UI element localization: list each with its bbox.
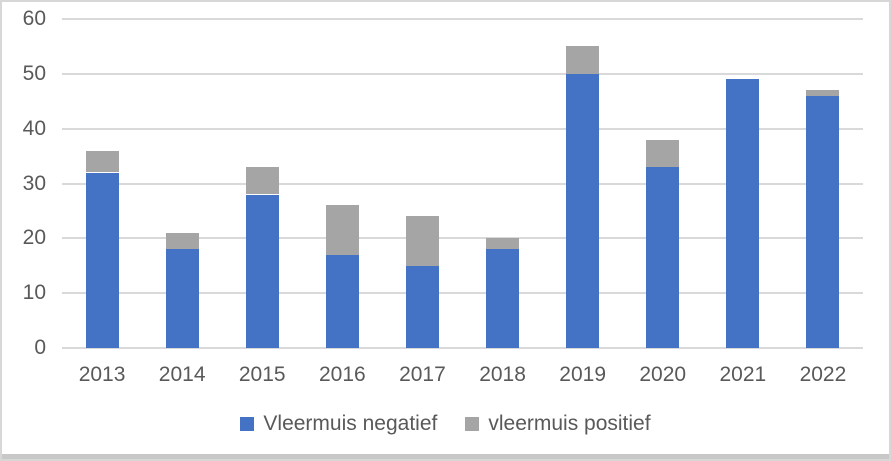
x-axis-label-2016: 2016 xyxy=(318,363,366,386)
y-axis-label-50: 50 xyxy=(22,62,46,85)
bar-2016-negatief xyxy=(325,254,359,348)
bar-2022-negatief xyxy=(806,95,840,348)
gridline-40 xyxy=(62,128,863,130)
x-axis-label-2013: 2013 xyxy=(78,363,126,386)
legend-label-negatief: Vleermuis negatief xyxy=(263,412,438,435)
x-axis-label-2014: 2014 xyxy=(158,363,206,386)
gridline-30 xyxy=(62,183,863,185)
y-axis-label-10: 10 xyxy=(22,281,46,304)
bar-2018-negatief xyxy=(486,249,519,348)
bar-2015-positief xyxy=(245,167,279,195)
legend-label-positief: vleermuis positief xyxy=(488,412,651,435)
y-axis-label-40: 40 xyxy=(22,117,46,140)
x-axis-label-2021: 2021 xyxy=(719,363,767,386)
bar-2014-negatief xyxy=(165,249,199,348)
gridline-0 xyxy=(62,347,863,349)
y-axis-label-20: 20 xyxy=(22,226,46,249)
bar-2013-positief xyxy=(85,150,119,173)
x-axis-label-2017: 2017 xyxy=(399,363,446,386)
y-axis-label-0: 0 xyxy=(34,336,46,359)
y-axis-label-30: 30 xyxy=(22,172,46,195)
x-axis-label-2020: 2020 xyxy=(639,363,687,386)
x-axis-label-2022: 2022 xyxy=(799,363,847,386)
legend-swatch-positief-icon xyxy=(465,417,480,431)
gridline-50 xyxy=(62,73,863,75)
x-axis-label-2019: 2019 xyxy=(559,363,606,386)
legend-item-vleermuis-positief: vleermuis positief xyxy=(465,412,651,436)
bar-2019-positief xyxy=(566,46,600,74)
legend-swatch-negatief-icon xyxy=(240,417,255,431)
gridline-60 xyxy=(62,18,863,20)
bar-2019-negatief xyxy=(566,73,600,348)
gridline-20 xyxy=(62,237,863,239)
bar-2016-positief xyxy=(325,205,359,255)
bar-2020-negatief xyxy=(646,167,680,348)
bar-2018-positief xyxy=(486,238,519,250)
legend: Vleermuis negatief vleermuis positief xyxy=(2,412,889,436)
legend-item-vleermuis-negatief: Vleermuis negatief xyxy=(240,412,437,436)
x-axis-label-2018: 2018 xyxy=(479,363,526,386)
y-axis-label-60: 60 xyxy=(22,7,46,30)
bar-2017-negatief xyxy=(405,265,439,349)
bar-2022-positief xyxy=(806,90,840,96)
bar-2021-negatief xyxy=(726,79,760,348)
bar-2014-positief xyxy=(165,232,199,250)
window-edge-strip xyxy=(2,454,889,459)
bar-2020-positief xyxy=(646,139,680,167)
bar-2015-negatief xyxy=(245,194,279,348)
x-axis-label-2015: 2015 xyxy=(238,363,286,386)
bar-2013-negatief xyxy=(85,172,119,348)
bar-2017-positief xyxy=(405,216,439,266)
gridline-10 xyxy=(62,292,863,294)
